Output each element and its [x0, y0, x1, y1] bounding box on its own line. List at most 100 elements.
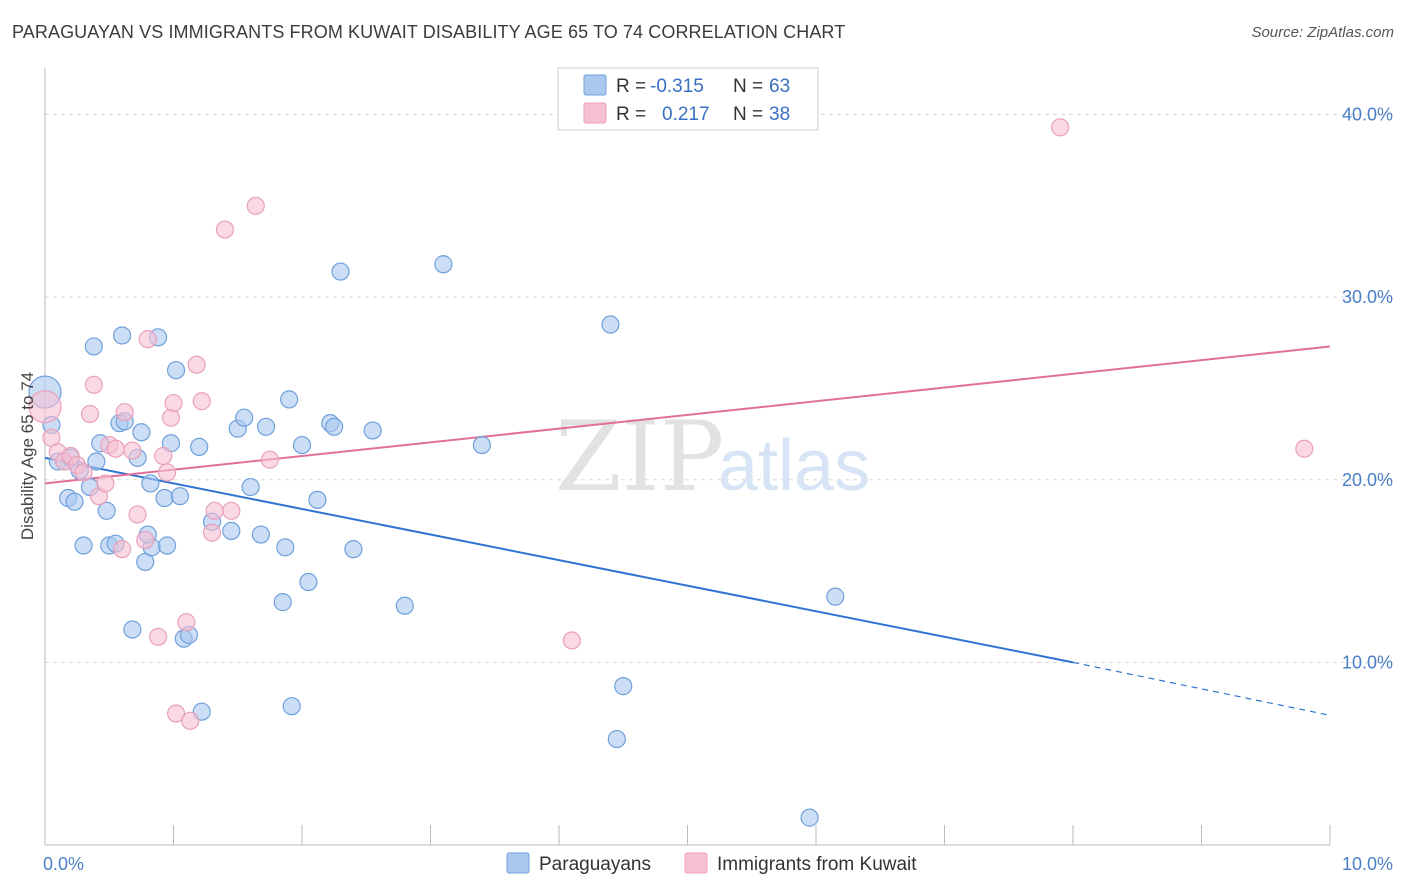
paraguayan-point: [222, 521, 241, 540]
legend-swatch-kuwait: [583, 102, 607, 124]
kuwait-point: [136, 530, 155, 550]
kuwait-point: [562, 631, 581, 650]
kuwait-point: [1295, 439, 1314, 458]
legend-r-label-2: R =: [616, 104, 646, 125]
paraguayan-point: [170, 487, 190, 506]
kuwait-point: [177, 613, 196, 632]
tick-labels: 10.0% 20.0% 30.0% 40.0% 0.0% 10.0%: [43, 105, 1393, 874]
paraguayan-point: [97, 501, 116, 520]
kuwait-point: [205, 501, 224, 520]
legend-n-value-1: 63: [769, 76, 790, 97]
x-tick-label: 10.0%: [1342, 854, 1393, 874]
legend-swatch-paraguayans: [583, 74, 607, 96]
paraguayan-point: [472, 435, 491, 455]
kuwait-trend-line: [44, 345, 1331, 485]
kuwait-point: [123, 441, 142, 460]
paraguayan-point: [65, 492, 84, 511]
watermark: ZIP atlas: [555, 401, 870, 513]
trend-lines: [44, 345, 1331, 716]
paraguayan-point: [235, 408, 254, 427]
paraguayan-point: [325, 417, 344, 436]
kuwait-point: [166, 704, 186, 723]
paraguayan-point: [282, 697, 301, 716]
paraguayan-trend-line: [44, 456, 1074, 664]
paraguayan-point: [308, 490, 327, 509]
paraguayan-point: [292, 435, 312, 455]
kuwait-point: [84, 375, 103, 394]
paraguayan-point: [614, 677, 633, 696]
legend-r-label-1: R =: [616, 76, 646, 97]
paraguayan-point: [395, 596, 414, 615]
y-tick-label: 10.0%: [1342, 652, 1393, 672]
kuwait-point: [202, 523, 222, 542]
legend-n-label-2: N =: [733, 104, 763, 125]
watermark-zip: ZIP: [555, 401, 724, 513]
kuwait-point: [154, 446, 173, 466]
kuwait-point: [115, 403, 134, 422]
paraguayan-point: [344, 540, 363, 559]
legend: R = -0.315 N = 63 R = 0.217 N = 38: [557, 67, 819, 131]
paraguayan-point: [87, 452, 106, 471]
kuwait-point: [138, 330, 157, 349]
paraguayan-point: [601, 315, 620, 334]
kuwait-point: [187, 355, 206, 374]
paraguayan-point: [273, 593, 292, 612]
paraguayan-point: [157, 536, 177, 555]
legend-r-value-2: 0.217: [662, 104, 710, 125]
kuwait-point: [246, 196, 265, 215]
paraguayan-point: [256, 417, 276, 436]
paraguayan-point: [132, 423, 151, 442]
y-axis-label: Disability Age 65 to 74: [18, 372, 37, 540]
kuwait-point: [164, 393, 183, 413]
kuwait-point: [112, 540, 132, 559]
kuwait-point: [28, 390, 62, 424]
paraguayan-point: [74, 536, 93, 555]
paraguayan-point: [826, 587, 845, 606]
bottom-legend-kuwait: Immigrants from Kuwait: [717, 854, 917, 875]
y-tick-label: 40.0%: [1342, 105, 1393, 125]
kuwait-point: [1051, 118, 1070, 137]
legend-n-value-2: 38: [769, 104, 790, 125]
scatter-points: [28, 118, 1314, 827]
bottom-legend: Paraguayans Immigrants from Kuwait: [506, 852, 917, 875]
kuwait-point: [181, 711, 200, 730]
y-tick-label: 20.0%: [1342, 470, 1393, 490]
kuwait-point: [215, 220, 234, 239]
x-tick-label: 0.0%: [43, 854, 84, 874]
y-tick-label: 30.0%: [1342, 287, 1393, 307]
bottom-legend-swatch-kuwait: [684, 852, 708, 874]
paraguayan-point: [299, 572, 318, 592]
chart-title: PARAGUAYAN VS IMMIGRANTS FROM KUWAIT DIS…: [12, 22, 846, 42]
kuwait-point: [106, 439, 125, 458]
kuwait-point: [128, 505, 147, 524]
bottom-legend-paraguayans: Paraguayans: [539, 854, 651, 875]
kuwait-point: [148, 627, 168, 646]
kuwait-point: [222, 501, 241, 520]
bottom-legend-swatch-paraguayans: [506, 852, 530, 874]
paraguayan-trend-extension: [1072, 661, 1331, 716]
legend-r-value-1: -0.315: [650, 76, 704, 97]
paraguayan-point: [276, 538, 295, 557]
kuwait-point: [157, 463, 177, 482]
kuwait-point: [80, 404, 100, 424]
paraguayan-point: [331, 262, 350, 281]
kuwait-point: [260, 450, 279, 469]
paraguayan-point: [800, 808, 819, 827]
paraguayan-point: [434, 255, 453, 274]
paraguayan-point: [190, 437, 209, 456]
paraguayan-point: [112, 326, 132, 345]
paraguayan-point: [251, 525, 270, 544]
watermark-atlas: atlas: [718, 426, 870, 506]
kuwait-point: [74, 463, 93, 482]
paraguayan-point: [363, 421, 382, 440]
paraguayan-point: [166, 361, 186, 380]
grid-lines: [45, 114, 1392, 663]
axes: [44, 68, 1331, 846]
source-credit: Source: ZipAtlas.com: [1251, 24, 1394, 41]
paraguayan-point: [280, 390, 299, 409]
paraguayan-point: [123, 620, 142, 639]
legend-n-label-1: N =: [733, 76, 763, 97]
kuwait-point: [192, 392, 211, 411]
paraguayan-point: [607, 729, 626, 749]
